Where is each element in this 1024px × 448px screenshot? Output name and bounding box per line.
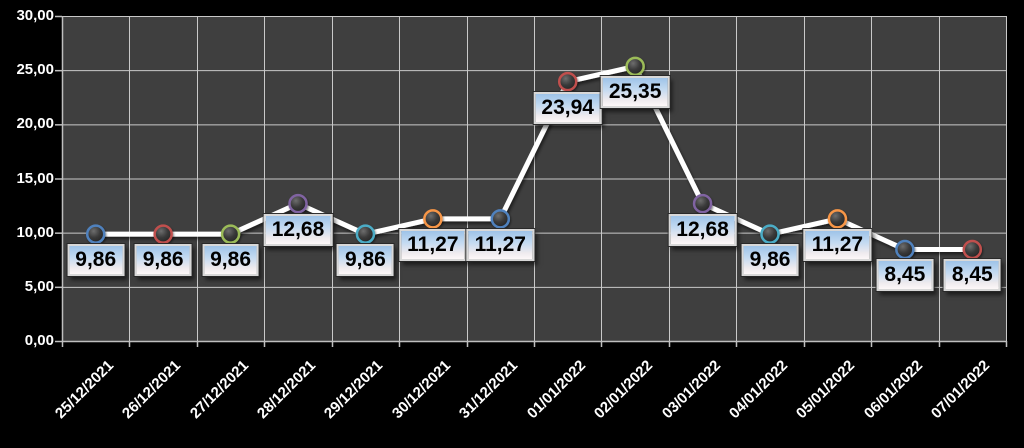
data-point-label: 12,68 — [263, 213, 333, 246]
axis-ticks — [55, 15, 1008, 347]
data-point — [962, 239, 983, 260]
series-markers — [85, 56, 983, 260]
data-point-label: 9,86 — [336, 244, 394, 277]
data-point — [85, 224, 106, 244]
y-axis-label: 5,00 — [24, 277, 54, 295]
data-point-label: 9,86 — [134, 244, 192, 277]
data-point — [557, 71, 578, 92]
data-point-label: 11,27 — [803, 228, 872, 261]
data-point — [153, 224, 173, 244]
data-point — [895, 239, 915, 260]
data-point — [220, 224, 241, 244]
data-point-label: 11,27 — [399, 228, 467, 261]
y-axis-label: 30,00 — [16, 7, 54, 24]
data-point-label: 11,27 — [466, 228, 534, 261]
data-point-label: 9,86 — [741, 244, 799, 277]
y-axis-label: 20,00 — [16, 115, 54, 133]
data-point-label: 25,35 — [600, 76, 670, 109]
data-point-label: 12,68 — [668, 213, 737, 246]
data-point — [827, 209, 848, 229]
data-point — [423, 209, 443, 229]
data-point — [288, 193, 308, 214]
data-point-label: 9,86 — [202, 244, 259, 277]
data-point — [355, 224, 376, 244]
data-point-label: 8,45 — [943, 259, 1001, 292]
y-axis-label: 15,00 — [16, 169, 54, 187]
data-point — [625, 56, 645, 77]
y-axis-label: 25,00 — [16, 61, 54, 79]
series-line — [93, 63, 975, 252]
data-point-label: 8,45 — [876, 259, 934, 292]
data-point — [692, 193, 713, 214]
gridlines — [62, 16, 1007, 342]
y-axis-label: 10,00 — [16, 223, 54, 241]
data-point — [490, 209, 511, 229]
data-point-label: 23,94 — [533, 91, 602, 124]
y-axis-label: 0,00 — [24, 332, 54, 349]
data-point — [760, 224, 780, 244]
data-point-label: 9,86 — [67, 244, 125, 277]
